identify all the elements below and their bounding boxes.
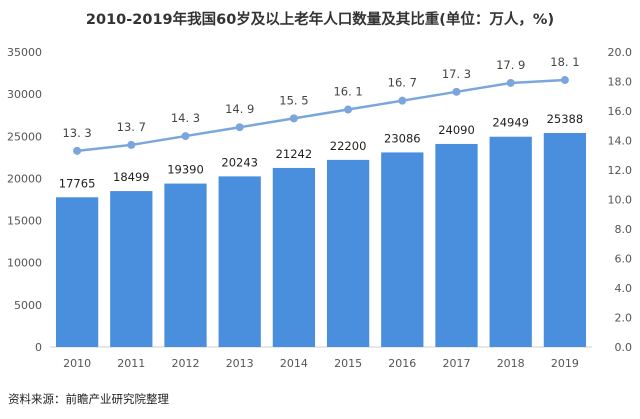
line-point: [73, 146, 82, 155]
line-point: [560, 76, 569, 85]
bar-value-label: 24949: [492, 116, 529, 130]
right-axis-tick-label: 10.0: [608, 194, 633, 207]
x-axis-tick-label: 2011: [117, 357, 145, 370]
right-axis-tick-label: 20.0: [608, 46, 633, 59]
chart-title: 2010-2019年我国60岁及以上老年人口数量及其比重(单位：万人，%): [85, 12, 555, 28]
x-axis-tick-label: 2012: [172, 357, 200, 370]
bar: [543, 133, 587, 347]
line-value-label: 13. 3: [62, 126, 91, 140]
bar: [489, 136, 532, 347]
bar: [435, 143, 478, 347]
line-point: [289, 114, 298, 123]
line-point: [506, 78, 515, 87]
line-value-label: 17. 3: [442, 67, 471, 81]
line-point: [127, 140, 136, 149]
bar-value-label: 24090: [438, 123, 475, 137]
line-value-label: 14. 9: [225, 102, 254, 116]
x-axis-tick-label: 2013: [226, 357, 254, 370]
right-axis-tick-label: 16.0: [608, 105, 633, 118]
bar: [164, 183, 207, 347]
line-value-label: 14. 3: [171, 111, 200, 125]
x-axis-tick-label: 2017: [443, 357, 471, 370]
bar-value-label: 19390: [167, 163, 204, 177]
x-axis-tick-label: 2018: [497, 357, 525, 370]
left-axis-tick-label: 35000: [7, 46, 42, 59]
bar-value-label: 17765: [59, 176, 96, 190]
bar: [326, 159, 370, 347]
right-axis-tick-label: 6.0: [615, 253, 633, 266]
right-axis-tick-label: 2.0: [615, 312, 633, 325]
bar-value-label: 20243: [221, 155, 258, 169]
left-axis-tick-label: 15000: [7, 215, 42, 228]
line-value-label: 18. 1: [550, 55, 579, 69]
line-point: [398, 96, 407, 105]
left-axis-tick-label: 25000: [7, 130, 42, 143]
bar: [218, 176, 261, 347]
bar: [381, 152, 424, 347]
bar-value-label: 25388: [547, 112, 584, 126]
line-point: [181, 132, 190, 141]
left-axis-tick-label: 0: [35, 341, 42, 354]
line-value-label: 16. 1: [333, 85, 362, 99]
line-value-label: 15. 5: [279, 93, 308, 107]
line-point: [452, 87, 461, 96]
left-axis-tick-label: 10000: [7, 257, 42, 270]
bar-value-label: 22200: [330, 139, 367, 153]
right-axis-tick-label: 18.0: [608, 76, 633, 89]
line-value-label: 13. 7: [117, 120, 146, 134]
line-point: [235, 123, 244, 132]
bar-value-label: 21242: [276, 147, 313, 161]
bar: [110, 191, 153, 347]
right-axis-tick-label: 4.0: [615, 282, 633, 295]
bar-value-label: 23086: [384, 131, 421, 145]
line-point: [344, 105, 353, 114]
line-series: [76, 78, 565, 153]
x-axis-tick-label: 2014: [280, 357, 308, 370]
x-axis-tick-label: 2019: [551, 357, 579, 370]
right-axis-tick-label: 8.0: [615, 223, 633, 236]
bar-value-label: 18499: [113, 170, 150, 184]
left-axis-tick-label: 20000: [7, 172, 42, 185]
bar: [55, 197, 99, 347]
x-axis-tick-label: 2015: [334, 357, 362, 370]
right-axis-tick-label: 12.0: [608, 164, 633, 177]
left-axis-tick-label: 5000: [14, 299, 42, 312]
source-note: 资料来源：前瞻产业研究院整理: [8, 392, 169, 406]
x-axis-tick-label: 2010: [63, 357, 91, 370]
line-value-label: 17. 9: [496, 58, 525, 72]
bar: [272, 167, 316, 347]
x-axis-tick-label: 2016: [388, 357, 416, 370]
right-axis-tick-label: 0.0: [615, 341, 633, 354]
line-value-label: 16. 7: [388, 76, 417, 90]
right-axis-tick-label: 14.0: [608, 135, 633, 148]
left-axis-tick-label: 30000: [7, 88, 42, 101]
